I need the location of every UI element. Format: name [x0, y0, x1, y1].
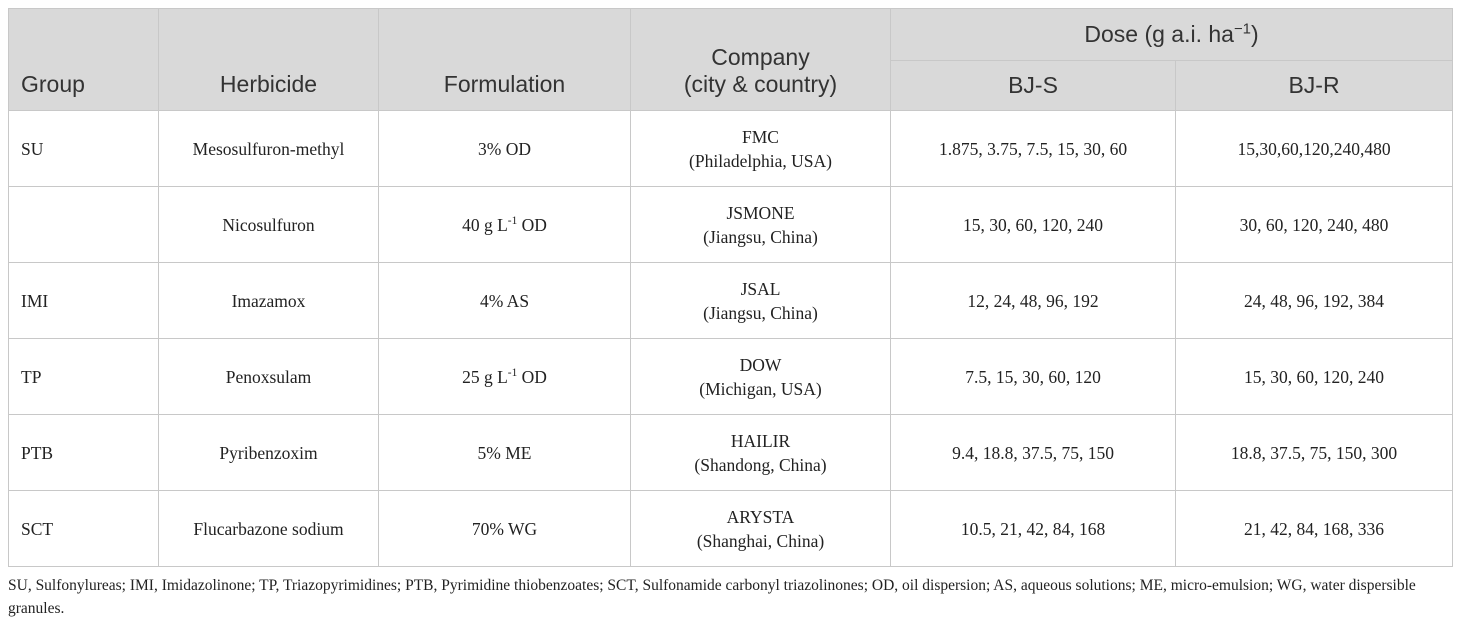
superscript: -1 [507, 366, 518, 379]
table-cell: 5% ME [378, 414, 631, 491]
table-row: PTB Pyribenzoxim 5% ME HAILIR (Shandong, Chi… [8, 414, 1454, 491]
table-cell: TP [8, 338, 159, 415]
table-cell: Mesosulfuron-methyl [158, 110, 379, 187]
superscript: −1 [1233, 20, 1251, 38]
table-row: IMI Imazamox 4% AS JSAL (Jiangsu, China) 12, … [8, 262, 1454, 339]
cell-text: (Philadelphia, USA) [689, 150, 832, 171]
table-cell: 9.4, 18.8, 37.5, 75, 150 [890, 414, 1176, 491]
header-cell: Herbicide [158, 8, 379, 111]
header-cell: Group [8, 8, 159, 111]
cell-text: OD [517, 214, 547, 235]
table-row: SCT Flucarbazone sodium 70% WG ARYSTA (Shang… [8, 490, 1454, 567]
header-cell: Company (city & country) [630, 8, 891, 111]
cell-text: DOW [739, 354, 782, 375]
table-cell: JSMONE (Jiangsu, China) [630, 186, 891, 263]
superscript: -1 [507, 214, 518, 227]
table-cell: 3% OD [378, 110, 631, 187]
table-body: SU Mesosulfuron-methyl 3% OD FMC (Philadelph… [8, 110, 1454, 567]
table-cell: ARYSTA (Shanghai, China) [630, 490, 891, 567]
header-text: ) [1250, 21, 1259, 47]
table-cell: Flucarbazone sodium [158, 490, 379, 567]
table-cell: SCT [8, 490, 159, 567]
table-cell: 7.5, 15, 30, 60, 120 [890, 338, 1176, 415]
table-cell: 70% WG [378, 490, 631, 567]
table-row: SU Mesosulfuron-methyl 3% OD FMC (Philadelph… [8, 110, 1454, 187]
cell-text: 40 g L [462, 214, 508, 235]
header-row: Group Herbicide Formulation Company (cit… [8, 8, 1454, 111]
header-cell: Formulation [378, 8, 631, 111]
table-row: TP Penoxsulam 25 g L-1 OD DOW (Michigan, USA… [8, 338, 1454, 415]
table-cell: 15, 30, 60, 120, 240 [890, 186, 1176, 263]
table-cell: 15,30,60,120,240,480 [1174, 110, 1454, 187]
table-cell: 4% AS [378, 262, 631, 339]
cell-text: HAILIR [730, 430, 791, 451]
table-row: Nicosulfuron 40 g L-1 OD JSMONE (Jiangsu, C… [8, 186, 1454, 263]
table-cell [8, 186, 159, 263]
herbicide-table: Group Herbicide Formulation Company (cit… [8, 8, 1454, 567]
table-cell: DOW (Michigan, USA) [630, 338, 891, 415]
table-cell: 10.5, 21, 42, 84, 168 [890, 490, 1176, 567]
header-cell: BJ-R [1174, 60, 1454, 111]
cell-text: (Michigan, USA) [699, 378, 822, 399]
table-cell: 1.875, 3.75, 7.5, 15, 30, 60 [890, 110, 1176, 187]
cell-text: JSMONE [726, 202, 795, 223]
table-cell: 30, 60, 120, 240, 480 [1174, 186, 1454, 263]
header-text: Dose (g a.i. ha [1084, 21, 1234, 47]
table-cell: PTB [8, 414, 159, 491]
footnote: SU, Sulfonylureas; IMI, Imidazolinone; T… [8, 577, 1416, 617]
cell-text: ARYSTA [726, 506, 795, 527]
header-row: BJ-S BJ-R [9, 60, 1454, 111]
table-cell: JSAL (Jiangsu, China) [630, 262, 891, 339]
table-cell: 15, 30, 60, 120, 240 [1174, 338, 1454, 415]
cell-text: FMC [742, 126, 779, 147]
cell-text: 25 g L [462, 366, 508, 387]
cell-text: (Jiangsu, China) [703, 302, 818, 323]
table-cell: 25 g L-1 OD [378, 338, 631, 415]
table-cell: IMI [8, 262, 159, 339]
header-cell: Dose (g a.i. ha−1) [889, 8, 1454, 61]
table-cell: Imazamox [158, 262, 379, 339]
table-cell: 40 g L-1 OD [378, 186, 631, 263]
header-cell: BJ-S [890, 60, 1176, 111]
cell-text: JSAL [740, 278, 781, 299]
table-cell: Nicosulfuron [158, 186, 379, 263]
cell-text: (Jiangsu, China) [703, 226, 818, 247]
cell-text: (Shanghai, China) [696, 530, 825, 551]
table-cell: 24, 48, 96, 192, 384 [1174, 262, 1454, 339]
table-cell: Penoxsulam [158, 338, 379, 415]
table-cell: FMC (Philadelphia, USA) [630, 110, 891, 187]
table-cell: Pyribenzoxim [158, 414, 379, 491]
cell-text: (Shandong, China) [694, 454, 827, 475]
table-cell: SU [8, 110, 159, 187]
table-cell: 21, 42, 84, 168, 336 [1174, 490, 1454, 567]
table-cell: 12, 24, 48, 96, 192 [890, 262, 1176, 339]
table-cell: 18.8, 37.5, 75, 150, 300 [1174, 414, 1454, 491]
header-text: Company [711, 44, 810, 70]
table-cell: HAILIR (Shandong, China) [630, 414, 891, 491]
cell-text: OD [517, 366, 547, 387]
header-text: (city & country) [683, 71, 838, 97]
